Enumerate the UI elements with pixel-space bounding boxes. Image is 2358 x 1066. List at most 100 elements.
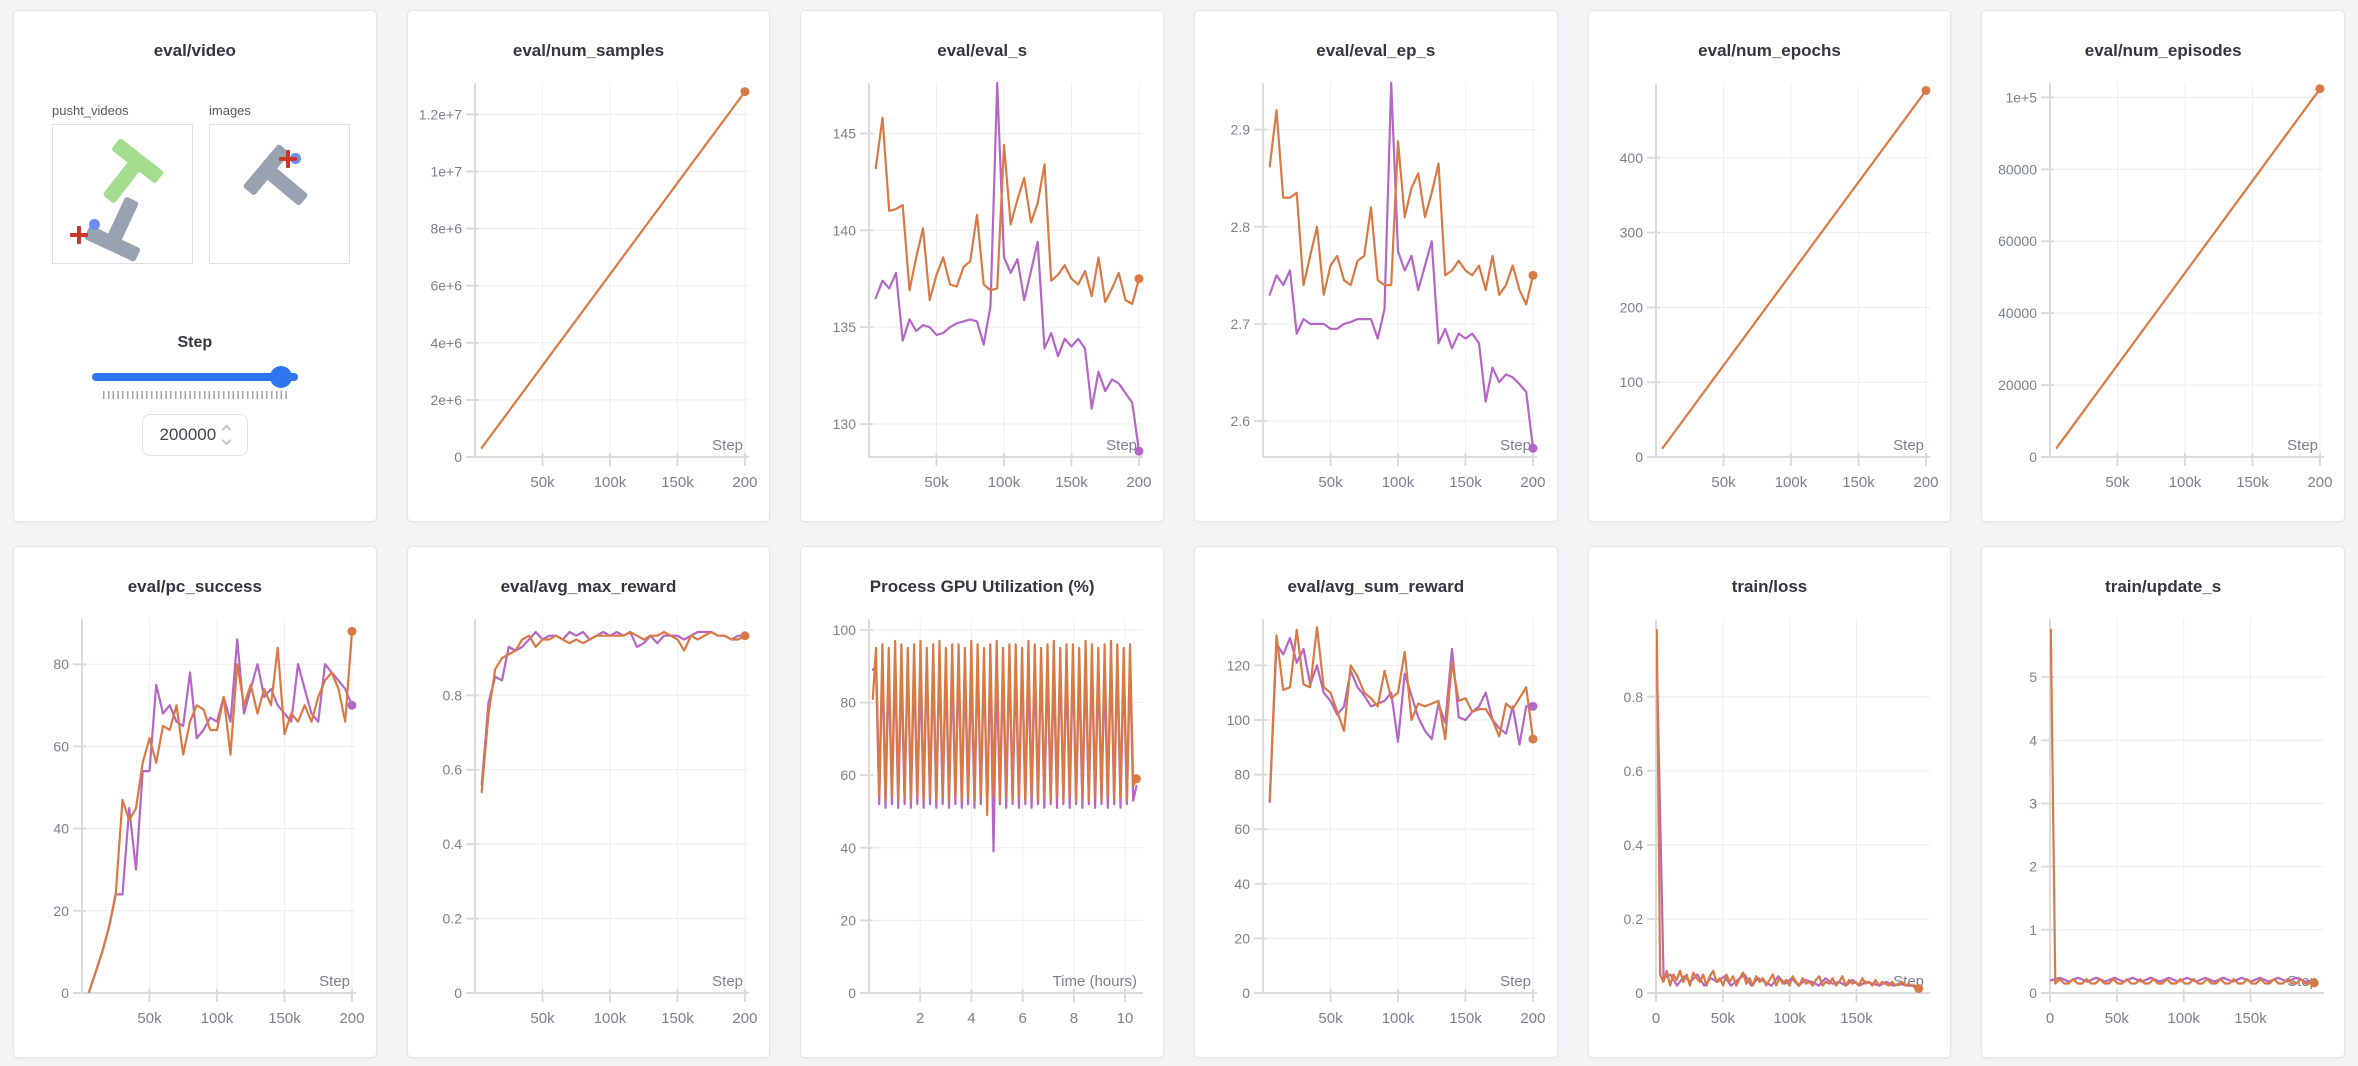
chart-canvas[interactable]: 50k 100k 150k 200 2.6 2.7 2.8 2.9 Step bbox=[1203, 73, 1549, 503]
x-axis-label: Time (hours) bbox=[1053, 973, 1137, 990]
svg-text:8e+6: 8e+6 bbox=[431, 221, 463, 237]
chart-canvas[interactable]: 50k 100k 150k 200 0 100 200 300 400 Step bbox=[1596, 73, 1942, 503]
step-slider-thumb[interactable] bbox=[269, 366, 292, 388]
chart-canvas[interactable]: 50k 100k 150k 200 0 2e+6 4e+6 6e+6 8e+6 1e+7 1.2e+… bbox=[415, 73, 761, 503]
svg-text:100: 100 bbox=[1620, 374, 1644, 390]
svg-text:100k: 100k bbox=[988, 474, 1021, 491]
svg-text:150k: 150k bbox=[662, 474, 695, 491]
svg-text:200: 200 bbox=[339, 1010, 364, 1027]
svg-text:50k: 50k bbox=[925, 474, 950, 491]
svg-text:100k: 100k bbox=[2169, 474, 2202, 491]
chart-title: eval/num_samples bbox=[512, 41, 665, 60]
chart-panel: eval/eval_s 50k 100k 150k 200 130 135 140 145 Ste… bbox=[800, 10, 1164, 522]
x-axis-label: Step bbox=[1500, 437, 1531, 454]
chart-canvas[interactable]: 50k 100k 150k 200 0 20000 40000 60000 80000 1e+5 S… bbox=[1990, 73, 2336, 503]
svg-text:200: 200 bbox=[1127, 474, 1152, 491]
chart-canvas[interactable]: 50k 100k 150k 200 0 0.2 0.4 0.6 0.8 Step bbox=[415, 609, 761, 1039]
svg-text:40: 40 bbox=[53, 821, 69, 837]
chart-title: Process GPU Utilization (%) bbox=[869, 577, 1095, 596]
chart-panel: eval/num_episodes 50k 100k 150k 200 0 20000 400… bbox=[1981, 10, 2345, 522]
svg-text:200: 200 bbox=[1620, 299, 1644, 315]
svg-text:2.6: 2.6 bbox=[1230, 413, 1250, 429]
svg-text:400: 400 bbox=[1620, 150, 1644, 166]
svg-text:20: 20 bbox=[1234, 930, 1250, 946]
svg-text:50k: 50k bbox=[1712, 474, 1737, 491]
svg-text:80: 80 bbox=[1234, 767, 1250, 783]
svg-text:40: 40 bbox=[1234, 876, 1250, 892]
svg-text:150k: 150k bbox=[1843, 474, 1876, 491]
svg-text:50k: 50k bbox=[1318, 474, 1343, 491]
svg-text:60: 60 bbox=[1234, 821, 1250, 837]
x-axis-label: Step bbox=[319, 973, 350, 990]
chart-title: eval/pc_success bbox=[127, 577, 262, 596]
svg-text:0: 0 bbox=[455, 449, 463, 465]
svg-text:0.4: 0.4 bbox=[1624, 837, 1644, 853]
svg-text:50k: 50k bbox=[2105, 1010, 2130, 1027]
chart-panel: eval/num_samples 50k 100k 150k 200 0 2e+6 4e+6 6… bbox=[406, 10, 771, 522]
svg-text:0.6: 0.6 bbox=[1624, 763, 1644, 779]
svg-text:2.8: 2.8 bbox=[1230, 219, 1250, 235]
stepper-down-icon[interactable] bbox=[221, 435, 232, 446]
svg-text:100: 100 bbox=[1226, 712, 1250, 728]
agent-dot bbox=[89, 219, 100, 230]
svg-text:0: 0 bbox=[2029, 985, 2037, 1001]
svg-text:150k: 150k bbox=[2236, 474, 2269, 491]
x-axis-label: Step bbox=[1894, 437, 1925, 454]
svg-text:20: 20 bbox=[53, 903, 69, 919]
svg-text:0: 0 bbox=[2046, 1010, 2054, 1027]
chart-panel: eval/eval_ep_s 50k 100k 150k 200 2.6 2.7 2.8 2.9… bbox=[1193, 10, 1558, 522]
svg-text:150k: 150k bbox=[268, 1010, 301, 1027]
chart-canvas[interactable]: 50k 100k 150k 200 130 135 140 145 Step bbox=[809, 73, 1155, 503]
x-axis-label: Step bbox=[713, 437, 744, 454]
svg-text:145: 145 bbox=[833, 125, 857, 141]
pusht-video-thumbnail[interactable] bbox=[52, 124, 193, 264]
svg-text:0.2: 0.2 bbox=[1624, 911, 1644, 927]
images-thumbnail[interactable] bbox=[209, 124, 350, 264]
svg-text:50k: 50k bbox=[137, 1010, 162, 1027]
svg-text:200: 200 bbox=[2308, 474, 2333, 491]
media-panel: eval/video pusht_videos images bbox=[13, 10, 377, 522]
step-slider-track[interactable] bbox=[91, 373, 298, 381]
svg-text:10: 10 bbox=[1117, 1010, 1134, 1027]
svg-text:6: 6 bbox=[1019, 1010, 1027, 1027]
svg-text:60: 60 bbox=[53, 738, 69, 754]
svg-text:1e+5: 1e+5 bbox=[2006, 89, 2038, 105]
svg-text:8: 8 bbox=[1070, 1010, 1078, 1027]
svg-text:200: 200 bbox=[1520, 474, 1545, 491]
svg-text:0.2: 0.2 bbox=[443, 911, 463, 927]
pusht-videos-label: pusht_videos bbox=[52, 103, 129, 118]
step-slider[interactable] bbox=[91, 366, 298, 388]
svg-text:0: 0 bbox=[61, 985, 69, 1001]
chart-title: train/update_s bbox=[2105, 577, 2222, 596]
svg-text:0: 0 bbox=[1652, 1010, 1660, 1027]
svg-text:130: 130 bbox=[833, 416, 857, 432]
svg-text:200: 200 bbox=[733, 474, 758, 491]
svg-text:200: 200 bbox=[733, 1010, 758, 1027]
svg-text:5: 5 bbox=[2029, 669, 2037, 685]
chart-canvas[interactable]: 50k 100k 150k 200 0 20 40 60 80 100 120 Step bbox=[1203, 609, 1549, 1039]
svg-text:20: 20 bbox=[841, 912, 857, 928]
x-axis-label: Step bbox=[2287, 437, 2318, 454]
svg-text:100k: 100k bbox=[1382, 474, 1415, 491]
chart-title: eval/num_episodes bbox=[2084, 41, 2242, 60]
svg-text:100k: 100k bbox=[594, 474, 627, 491]
svg-text:4: 4 bbox=[2029, 732, 2037, 748]
step-number-input[interactable]: 200000 bbox=[141, 414, 248, 456]
chart-canvas[interactable]: 50k 100k 150k 200 0 20 40 60 80 Step bbox=[22, 609, 368, 1039]
svg-text:50k: 50k bbox=[531, 1010, 556, 1027]
svg-text:4: 4 bbox=[967, 1010, 975, 1027]
svg-text:0: 0 bbox=[2029, 449, 2037, 465]
svg-text:1e+7: 1e+7 bbox=[431, 164, 463, 180]
stepper-arrows bbox=[221, 424, 232, 446]
svg-text:0.6: 0.6 bbox=[443, 762, 463, 778]
stepper-up-icon[interactable] bbox=[221, 424, 232, 435]
chart-panel: eval/avg_sum_reward 50k 100k 150k 200 0 20 40 60… bbox=[1193, 546, 1558, 1058]
svg-text:100k: 100k bbox=[2168, 1010, 2201, 1027]
chart-panel: train/update_s 0 50k 100k 150k 0 1 2 3 4 5 Step bbox=[1981, 546, 2345, 1058]
step-value[interactable]: 200000 bbox=[159, 425, 217, 444]
svg-text:200: 200 bbox=[1520, 1010, 1545, 1027]
